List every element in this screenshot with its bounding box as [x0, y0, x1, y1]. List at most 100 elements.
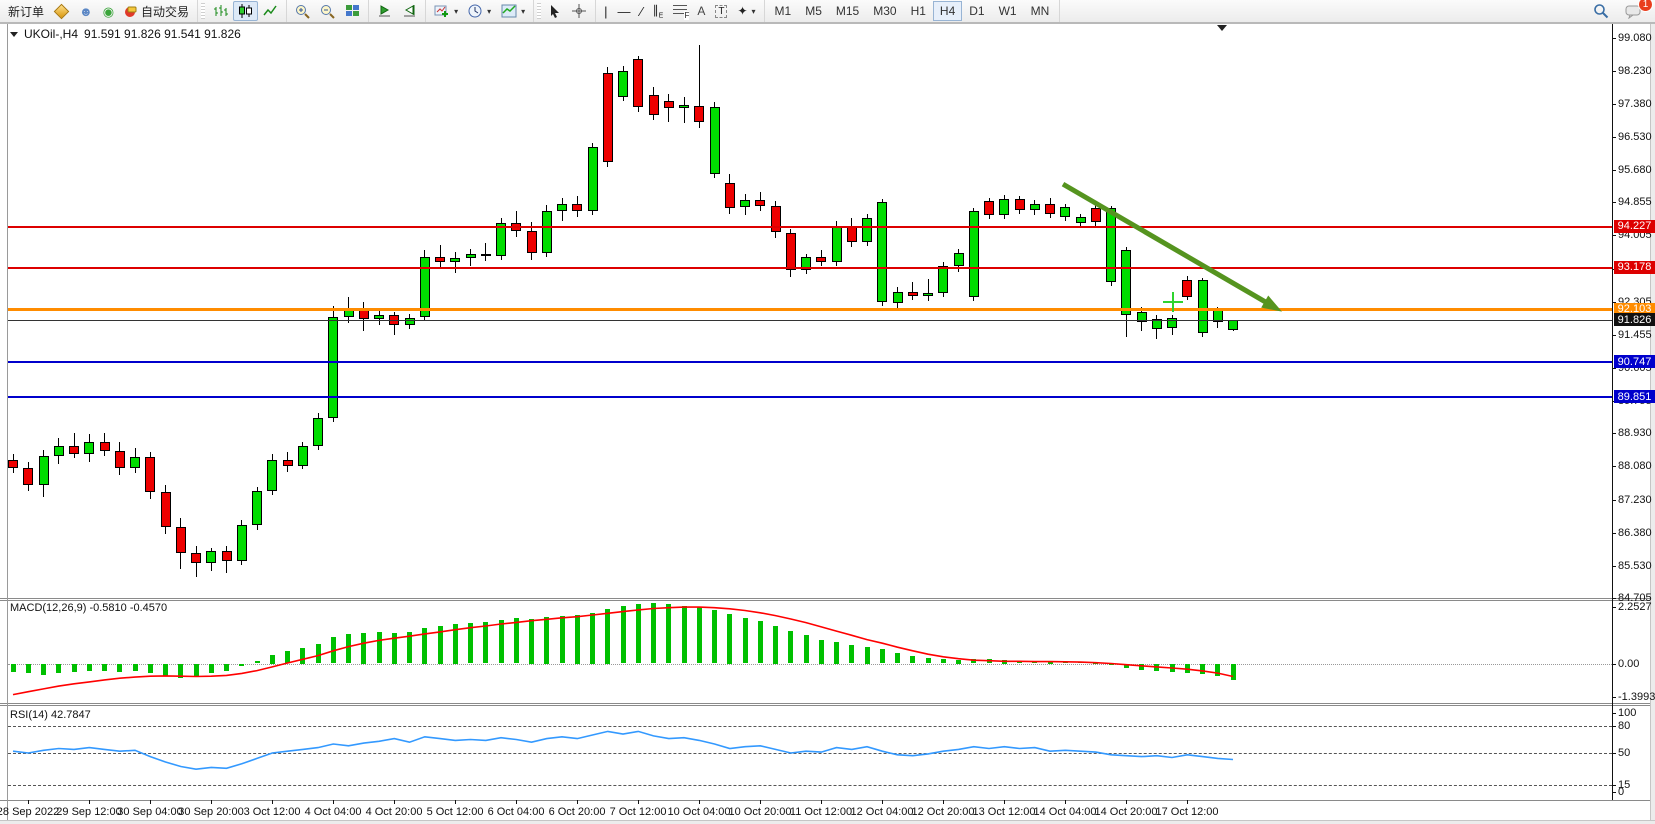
time-tick	[1126, 800, 1127, 804]
time-axis-label: 6 Oct 04:00	[487, 806, 545, 818]
shapes-button[interactable]: ✦ ▾	[732, 1, 760, 21]
candlestick-chart-button[interactable]	[233, 1, 259, 21]
price-axis-label: 88.930	[1618, 427, 1652, 440]
search-icon	[1593, 3, 1609, 19]
timeframe-m5-button[interactable]: M5	[805, 4, 822, 18]
axis-border	[1612, 24, 1613, 800]
horizontal-level-line[interactable]	[8, 266, 1612, 269]
toolbar-grip[interactable]	[201, 3, 206, 19]
tile-windows-button[interactable]	[340, 1, 365, 21]
chart-shift-button[interactable]	[397, 1, 422, 21]
price-level-badge: 94.227	[1614, 219, 1655, 233]
candle	[84, 441, 95, 454]
trendline-button[interactable]: ∕	[636, 1, 648, 21]
market-button[interactable]	[49, 1, 74, 21]
timeframe-d1-button[interactable]: D1	[969, 4, 985, 18]
fibonacci-icon: F	[673, 5, 690, 20]
current-price-line[interactable]	[8, 319, 1612, 321]
vertical-line-button[interactable]: |	[599, 1, 612, 21]
timeframe-m30-button[interactable]: M30	[873, 4, 897, 18]
horizontal-line-button[interactable]: —	[613, 1, 636, 21]
new-order-button[interactable]: 新订单	[3, 1, 49, 21]
macd-histogram-bar	[712, 609, 717, 664]
candle	[1014, 198, 1025, 210]
new-chart-icon	[434, 4, 450, 18]
zoom-out-button[interactable]	[315, 1, 340, 21]
line-chart-button[interactable]	[258, 1, 283, 21]
price-tick	[1612, 598, 1616, 599]
candle	[465, 254, 476, 259]
period-button[interactable]: ▾	[463, 1, 496, 21]
macd-histogram-bar	[757, 621, 763, 664]
macd-histogram-bar	[147, 663, 153, 674]
price-axis-label: 95.680	[1618, 164, 1652, 177]
pane-separator[interactable]	[0, 600, 1655, 601]
notifications-button[interactable]: 1	[1620, 0, 1653, 21]
chart-settings-button[interactable]: ▾	[496, 1, 530, 21]
timeframe-w1-button[interactable]: W1	[998, 4, 1017, 18]
rsi-axis-label: 100	[1618, 707, 1637, 719]
macd-histogram-bar	[269, 655, 275, 664]
candle	[831, 225, 842, 263]
horizontal-level-line[interactable]	[8, 361, 1612, 364]
pane-separator[interactable]	[0, 703, 1655, 704]
macd-histogram-bar	[452, 624, 458, 664]
pane-separator[interactable]	[0, 705, 1655, 706]
candle-wick	[454, 252, 456, 273]
fibonacci-button[interactable]: F	[668, 1, 692, 21]
macd-histogram-bar	[1215, 663, 1221, 677]
macd-histogram-bar	[635, 604, 641, 664]
macd-histogram-bar	[1017, 660, 1022, 664]
rsi-level-line	[8, 726, 1612, 727]
window-menu-icon[interactable]	[10, 31, 18, 37]
price-tick	[1612, 368, 1616, 369]
crosshair-button[interactable]	[566, 1, 592, 21]
signals-button[interactable]: ◉	[98, 1, 119, 21]
candle	[923, 293, 933, 296]
bar-chart-button[interactable]	[208, 1, 233, 21]
macd-histogram-bar	[254, 660, 260, 664]
macd-histogram-bar	[681, 605, 687, 664]
equidistant-channel-button[interactable]: ∥E	[648, 1, 669, 21]
new-chart-button[interactable]: ▾	[429, 1, 463, 21]
autotrading-label: 自动交易	[141, 4, 190, 19]
macd-histogram-bar	[1230, 663, 1236, 680]
macd-histogram-bar	[25, 663, 31, 674]
timeframe-h4-button[interactable]: H4	[932, 1, 963, 21]
horizontal-level-line[interactable]	[8, 396, 1612, 399]
price-axis-label: 84.705	[1618, 592, 1652, 604]
toolbar-grip[interactable]	[537, 3, 542, 19]
price-tick	[1612, 301, 1616, 303]
candle	[755, 199, 766, 207]
autotrading-button[interactable]: 自动交易	[119, 1, 194, 21]
price-tick	[1612, 433, 1616, 435]
current-price-badge: 91.826	[1614, 313, 1655, 327]
search-button[interactable]	[1588, 1, 1614, 21]
timeframe-m15-button[interactable]: M15	[835, 4, 860, 18]
macd-histogram-bar	[605, 608, 611, 664]
macd-histogram-bar	[727, 614, 733, 664]
timeframe-mn-button[interactable]: MN	[1030, 4, 1050, 18]
text-button[interactable]: A	[692, 1, 710, 21]
candle	[1197, 280, 1208, 333]
time-axis-label: 10 Oct 20:00	[728, 806, 792, 818]
macd-histogram-bar	[971, 659, 977, 664]
zoom-in-button[interactable]	[290, 1, 315, 21]
macd-histogram-bar	[1001, 659, 1007, 664]
community-button[interactable]: ☻	[74, 1, 98, 21]
trendline-icon: ∕	[640, 3, 643, 19]
text-label-button[interactable]: T	[710, 1, 732, 21]
candle	[435, 256, 445, 263]
cursor-button[interactable]	[544, 1, 566, 21]
autoscroll-button[interactable]	[372, 1, 397, 21]
price-axis-label: 85.530	[1618, 559, 1652, 572]
timeframe-h1-button[interactable]: H1	[910, 4, 926, 18]
horizontal-level-line[interactable]	[8, 308, 1612, 312]
timeframe-m1-button[interactable]: M1	[774, 4, 792, 18]
horizontal-level-line[interactable]	[8, 225, 1612, 228]
candle	[526, 230, 537, 253]
candle	[709, 106, 720, 174]
macd-histogram-bar	[1108, 663, 1114, 665]
crosshair-icon	[571, 3, 587, 19]
